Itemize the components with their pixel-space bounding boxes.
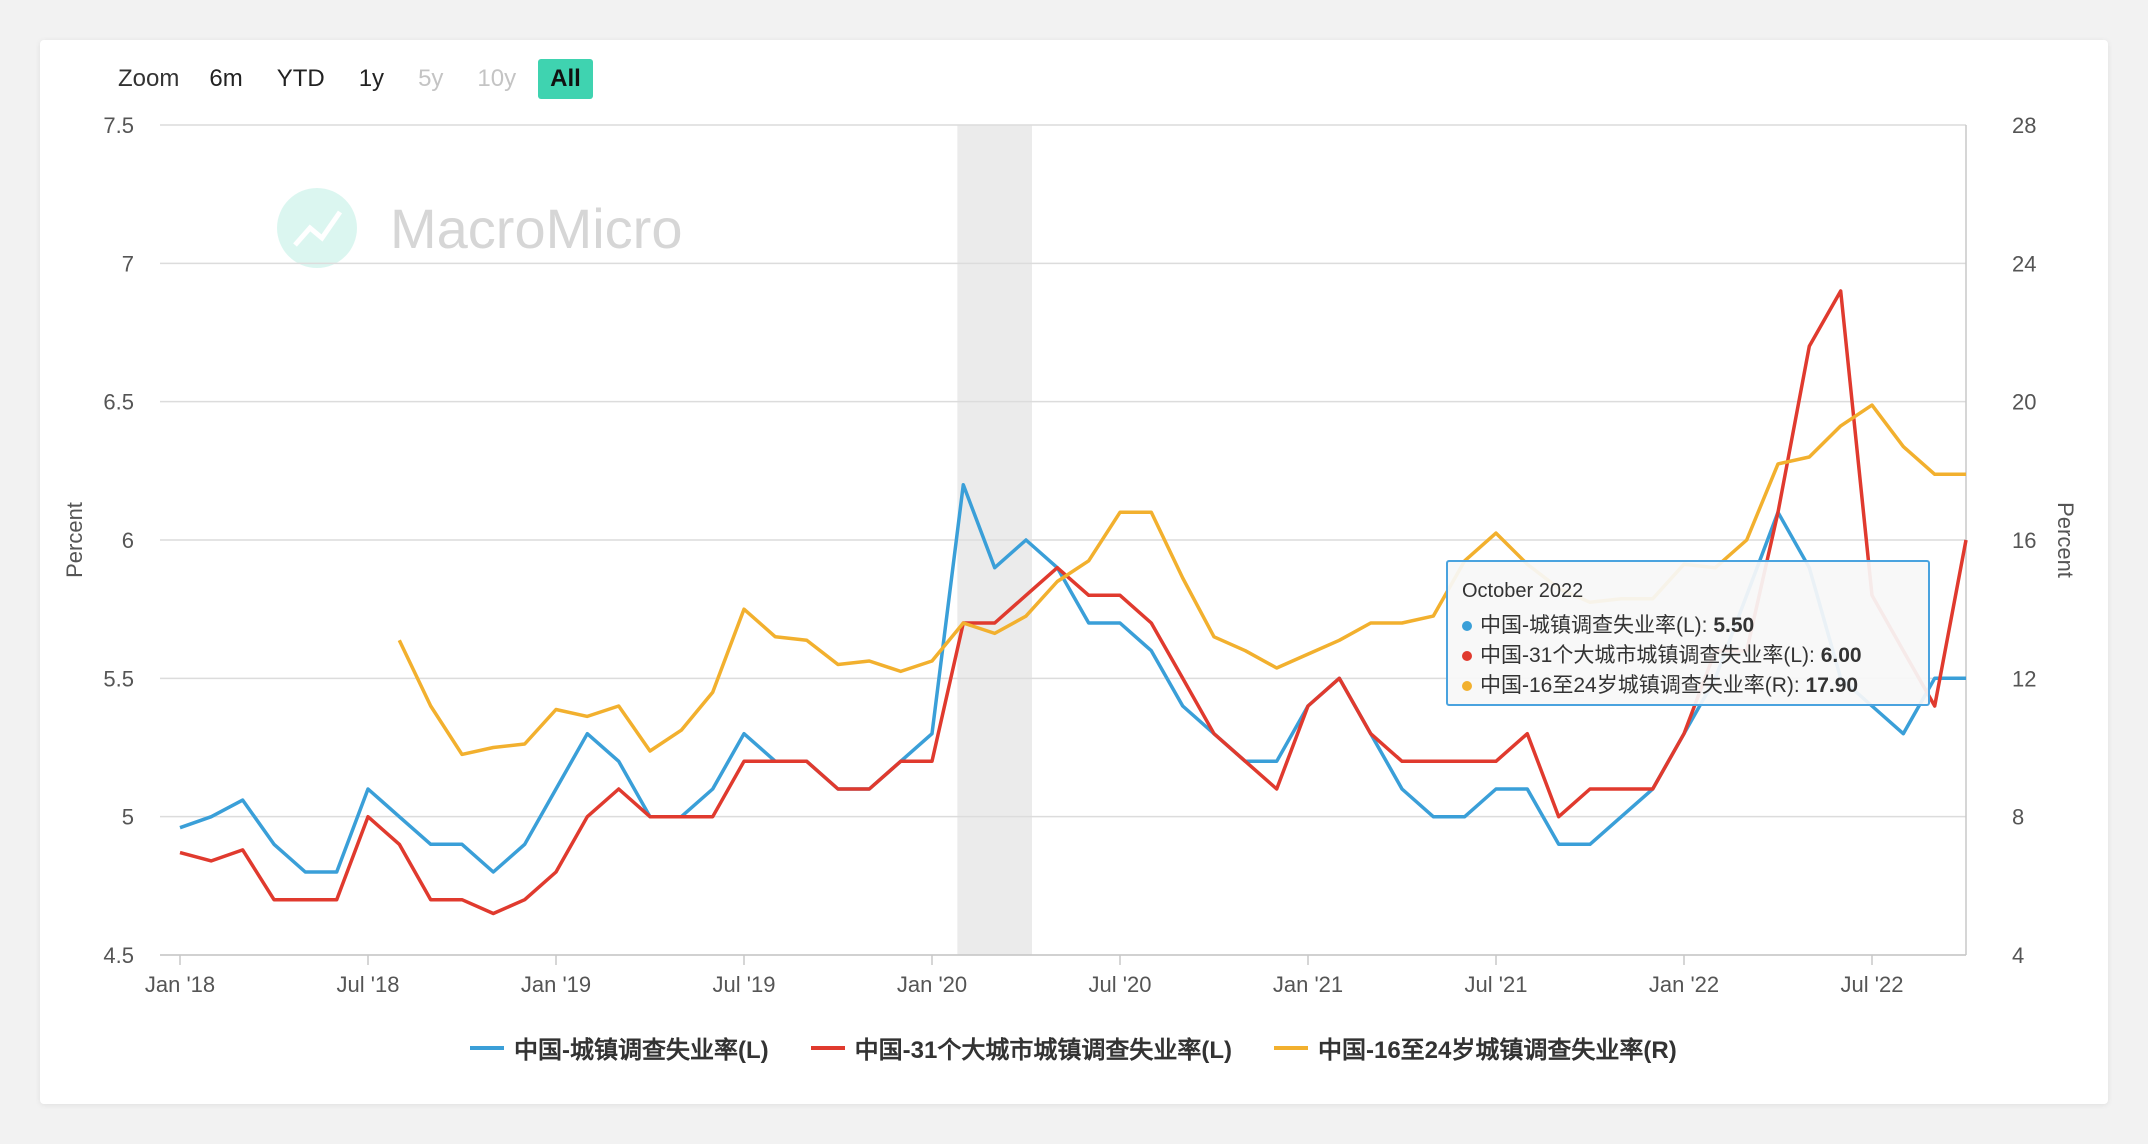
x-tick-label: Jul '20 [1089, 972, 1152, 997]
legend-label: 中国-31个大城市城镇调查失业率(L) [855, 1030, 1232, 1065]
legend-item[interactable]: 中国-16至24岁城镇调查失业率(R) [1274, 1030, 1677, 1065]
tooltip-row: 中国-31个大城市城镇调查失业率(L): 6.00 [1462, 641, 1914, 671]
tooltip-title: October 2022 [1462, 580, 1914, 603]
x-tick-label: Jul '22 [1841, 972, 1904, 997]
tooltip-row-value: 6.00 [1821, 644, 1862, 667]
tooltip-dot-icon [1462, 681, 1472, 691]
left-tick-label: 5 [122, 805, 134, 830]
right-axis-ticks: 4 8 12 16 20 24 28 [2012, 113, 2036, 968]
right-tick-label: 24 [2012, 251, 2036, 276]
right-tick-label: 16 [2012, 528, 2036, 553]
x-tick-label: Jul '18 [337, 972, 400, 997]
tooltip-row: 中国-城镇调查失业率(L): 5.50 [1462, 611, 1914, 641]
left-axis-ticks: 4.5 5 5.5 6 6.5 7 7.5 [103, 113, 134, 968]
left-axis-label: Percent [62, 502, 87, 578]
x-axis-ticks: Jan '18 Jul '18 Jan '19 Jul '19 Jan '20 Jul '… [145, 955, 1904, 997]
tooltip-dot-icon [1462, 651, 1472, 661]
x-tick-label: Jan '21 [1273, 972, 1343, 997]
right-tick-label: 20 [2012, 390, 2036, 415]
watermark-logo [277, 188, 357, 268]
left-tick-label: 6 [122, 528, 134, 553]
left-tick-label: 5.5 [103, 666, 134, 691]
tooltip-row-value: 17.90 [1806, 674, 1859, 697]
tooltip: October 2022 中国-城镇调查失业率(L): 5.50 中国-31个大… [1446, 560, 1930, 706]
left-tick-label: 7 [122, 251, 134, 276]
tooltip-row: 中国-16至24岁城镇调查失业率(R): 17.90 [1462, 671, 1914, 701]
legend-item[interactable]: 中国-城镇调查失业率(L) [470, 1030, 769, 1065]
tooltip-row-label: 中国-31个大城市城镇调查失业率(L): [1480, 644, 1821, 667]
legend-item[interactable]: 中国-31个大城市城镇调查失业率(L) [811, 1030, 1232, 1065]
legend-label: 中国-16至24岁城镇调查失业率(R) [1318, 1030, 1677, 1065]
tooltip-row-value: 5.50 [1713, 614, 1754, 637]
tooltip-dot-icon [1462, 621, 1472, 631]
x-tick-label: Jan '20 [897, 972, 967, 997]
legend-swatch-icon [470, 1046, 504, 1050]
tooltip-row-label: 中国-城镇调查失业率(L): [1480, 614, 1713, 637]
x-tick-label: Jan '22 [1649, 972, 1719, 997]
x-tick-label: Jul '21 [1465, 972, 1528, 997]
legend: 中国-城镇调查失业率(L) 中国-31个大城市城镇调查失业率(L) 中国-16至… [470, 1030, 1677, 1065]
legend-label: 中国-城镇调查失业率(L) [514, 1030, 769, 1065]
legend-swatch-icon [811, 1046, 845, 1050]
left-tick-label: 6.5 [103, 390, 134, 415]
x-tick-label: Jul '19 [713, 972, 776, 997]
tooltip-row-label: 中国-16至24岁城镇调查失业率(R): [1480, 674, 1806, 697]
right-tick-label: 12 [2012, 666, 2036, 691]
legend-swatch-icon [1274, 1046, 1308, 1050]
right-axis-label: Percent [2053, 502, 2078, 578]
right-tick-label: 28 [2012, 113, 2036, 138]
right-tick-label: 4 [2012, 943, 2024, 968]
right-tick-label: 8 [2012, 805, 2024, 830]
watermark-text: MacroMicro [390, 197, 682, 260]
left-tick-label: 7.5 [103, 113, 134, 138]
x-tick-label: Jan '19 [521, 972, 591, 997]
x-tick-label: Jan '18 [145, 972, 215, 997]
left-tick-label: 4.5 [103, 943, 134, 968]
